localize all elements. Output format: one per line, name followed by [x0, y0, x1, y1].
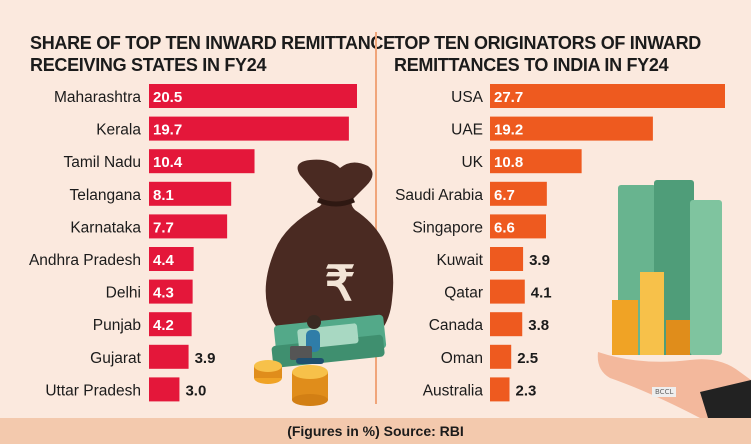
right-title-line-2: REMITTANCES TO INDIA IN FY24 [394, 55, 669, 75]
bar [490, 344, 512, 369]
right-title-line-1: TOP TEN ORIGINATORS OF INWARD [394, 33, 701, 53]
category-label: Saudi Arabia [395, 187, 483, 204]
value-label: 2.5 [517, 350, 538, 367]
category-label: Andhra Pradesh [29, 252, 141, 269]
value-label: 4.2 [153, 317, 174, 334]
category-label: Oman [441, 350, 483, 367]
category-label: UK [461, 154, 483, 171]
bar [490, 181, 547, 206]
bccl-badge: BCCL [652, 387, 677, 397]
bar [149, 149, 255, 174]
bar [490, 84, 725, 108]
category-label: Kerala [96, 122, 141, 139]
bar [149, 377, 180, 402]
bar [149, 344, 189, 369]
right-chart-title: TOP TEN ORIGINATORS OF INWARD REMITTANCE… [394, 32, 701, 76]
value-label: 2.3 [516, 382, 537, 399]
bar [149, 116, 349, 141]
bar [149, 84, 357, 108]
value-label: 4.4 [153, 252, 175, 269]
bar [490, 116, 653, 141]
value-label: 27.7 [494, 89, 523, 106]
value-label: 6.6 [494, 219, 515, 236]
category-label: Singapore [412, 219, 483, 236]
value-label: 3.0 [185, 382, 206, 399]
bar [149, 279, 193, 304]
bar [490, 312, 523, 337]
category-label: Karnataka [70, 219, 141, 236]
left-title-line-1: SHARE OF TOP TEN INWARD REMITTANCE [30, 33, 395, 53]
category-label: Tamil Nadu [63, 154, 141, 171]
category-label: Qatar [444, 285, 483, 302]
value-label: 19.7 [153, 122, 182, 139]
bar [490, 377, 510, 402]
value-label: 20.5 [153, 89, 182, 106]
category-label: USA [451, 89, 484, 106]
bar [490, 279, 525, 304]
right-bar-chart: USA 27.7 UAE 19.2 UK 10.8 Saudi Arabia 6.7 Singa… [395, 84, 725, 402]
value-label: 3.8 [528, 317, 549, 334]
category-label: Uttar Pradesh [45, 382, 141, 399]
category-label: Punjab [93, 317, 141, 334]
bar [490, 214, 546, 239]
bar [490, 247, 524, 271]
value-label: 19.2 [494, 122, 523, 139]
bar [149, 214, 228, 239]
value-label: 4.1 [531, 285, 552, 302]
value-label: 10.4 [153, 154, 183, 171]
category-label: Kuwait [436, 252, 483, 269]
category-label: Telangana [69, 187, 141, 204]
bar [149, 247, 194, 271]
category-label: Maharashtra [54, 89, 141, 106]
category-label: Delhi [106, 285, 141, 302]
left-bar-chart: Maharashtra 20.5 Kerala 19.7 Tamil Nadu 10.4 T… [29, 84, 357, 402]
value-label: 3.9 [195, 350, 216, 367]
bar [149, 181, 232, 206]
category-label: Australia [423, 382, 484, 399]
value-label: 8.1 [153, 187, 174, 204]
category-label: Gujarat [90, 350, 142, 367]
left-chart-title: SHARE OF TOP TEN INWARD REMITTANCE RECEI… [30, 32, 395, 76]
value-label: 3.9 [529, 252, 550, 269]
category-label: Canada [429, 317, 484, 334]
value-label: 6.7 [494, 187, 515, 204]
value-label: 10.8 [494, 154, 523, 171]
bar [490, 149, 582, 174]
value-label: 7.7 [153, 219, 174, 236]
source-footer: (Figures in %) Source: RBI [0, 418, 751, 444]
left-title-line-2: RECEIVING STATES IN FY24 [30, 55, 267, 75]
category-label: UAE [451, 122, 483, 139]
bar [149, 312, 192, 337]
value-label: 4.3 [153, 285, 174, 302]
